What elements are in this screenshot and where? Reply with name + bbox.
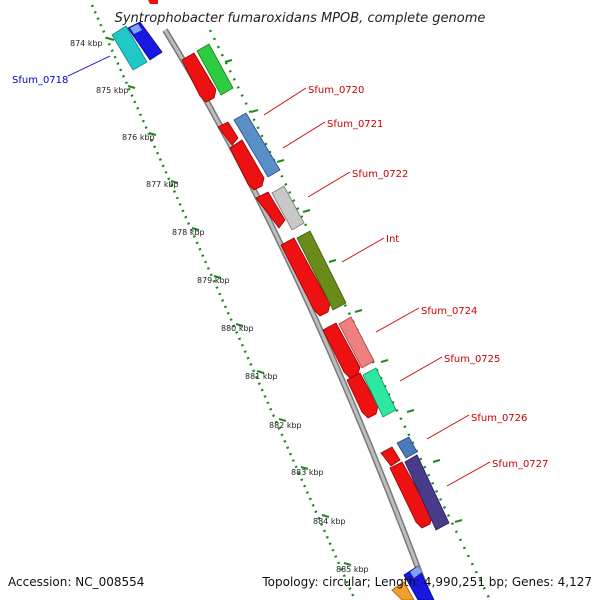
gene-lightgray [271, 185, 305, 231]
red-gene-arrow [181, 52, 217, 103]
tick-label: 882 kbp [269, 421, 302, 430]
gene-label-sfum-0727[interactable]: Sfum_0727 [492, 459, 548, 470]
red-gene-arrow [380, 446, 401, 467]
tick-label: 881 kbp [245, 372, 278, 381]
gene-label-sfum-0726[interactable]: Sfum_0726 [471, 413, 527, 424]
tick-label: 875 kbp [96, 86, 129, 95]
tick-labels: 874 kbp 875 kbp 876 kbp 877 kbp 878 kbp … [70, 39, 369, 574]
tick-label: 885 kbp [336, 565, 369, 574]
footer: Accession: NC_008554 Topology: circular;… [8, 575, 592, 589]
tick-label: 880 kbp [221, 324, 254, 333]
ruler-ticks [106, 37, 352, 566]
accession-text: Accession: NC_008554 [8, 575, 144, 589]
tick-label: 877 kbp [146, 180, 179, 189]
tick-label: 874 kbp [70, 39, 103, 48]
leader-lines [67, 55, 491, 487]
genome-backbone [162, 28, 433, 600]
red-gene-arrow [255, 191, 286, 229]
gene-label-sfum-0720[interactable]: Sfum_0720 [308, 85, 364, 96]
red-gene-arrow [229, 139, 265, 191]
gene-labels: Sfum_0718 Sfum_0720 Sfum_0721 Sfum_0722 … [12, 75, 548, 470]
gene-pink [338, 316, 375, 369]
red-gene-arrow [280, 237, 331, 317]
tick-label: 876 kbp [122, 133, 155, 142]
gene-steelblue [233, 112, 281, 178]
gene-label-sfum-0718[interactable]: Sfum_0718 [12, 75, 68, 86]
genome-summary-text: Topology: circular; Length: 4,990,251 bp… [261, 575, 592, 589]
red-gene-arrow [389, 461, 433, 529]
tick-label: 884 kbp [313, 517, 346, 526]
map-title: Syntrophobacter fumaroxidans MPOB, compl… [115, 11, 486, 26]
gene-label-sfum-0721[interactable]: Sfum_0721 [327, 119, 383, 130]
gene-sfum-0718[interactable] [111, 21, 163, 71]
red-feature-track [181, 52, 433, 529]
red-gene-arrow [217, 121, 239, 146]
gene-blue-small [396, 436, 418, 459]
inner-ticks [224, 59, 463, 523]
gene-green [196, 43, 234, 96]
gene-olive [296, 230, 347, 311]
gene-label-sfum-0725[interactable]: Sfum_0725 [444, 354, 500, 365]
tick-label: 879 kbp [197, 276, 230, 285]
tick-label: 878 kbp [172, 228, 205, 237]
colored-feature-track [196, 43, 450, 531]
gene-label-sfum-0722[interactable]: Sfum_0722 [352, 169, 408, 180]
gene-aquamarine [362, 367, 397, 418]
gene-label-int[interactable]: Int [386, 234, 399, 245]
red-gene-arrow [346, 372, 379, 419]
gene-label-sfum-0724[interactable]: Sfum_0724 [421, 306, 477, 317]
gene-slateblue [404, 454, 450, 531]
tick-label: 883 kbp [291, 468, 324, 477]
bottom-features [148, 0, 435, 600]
